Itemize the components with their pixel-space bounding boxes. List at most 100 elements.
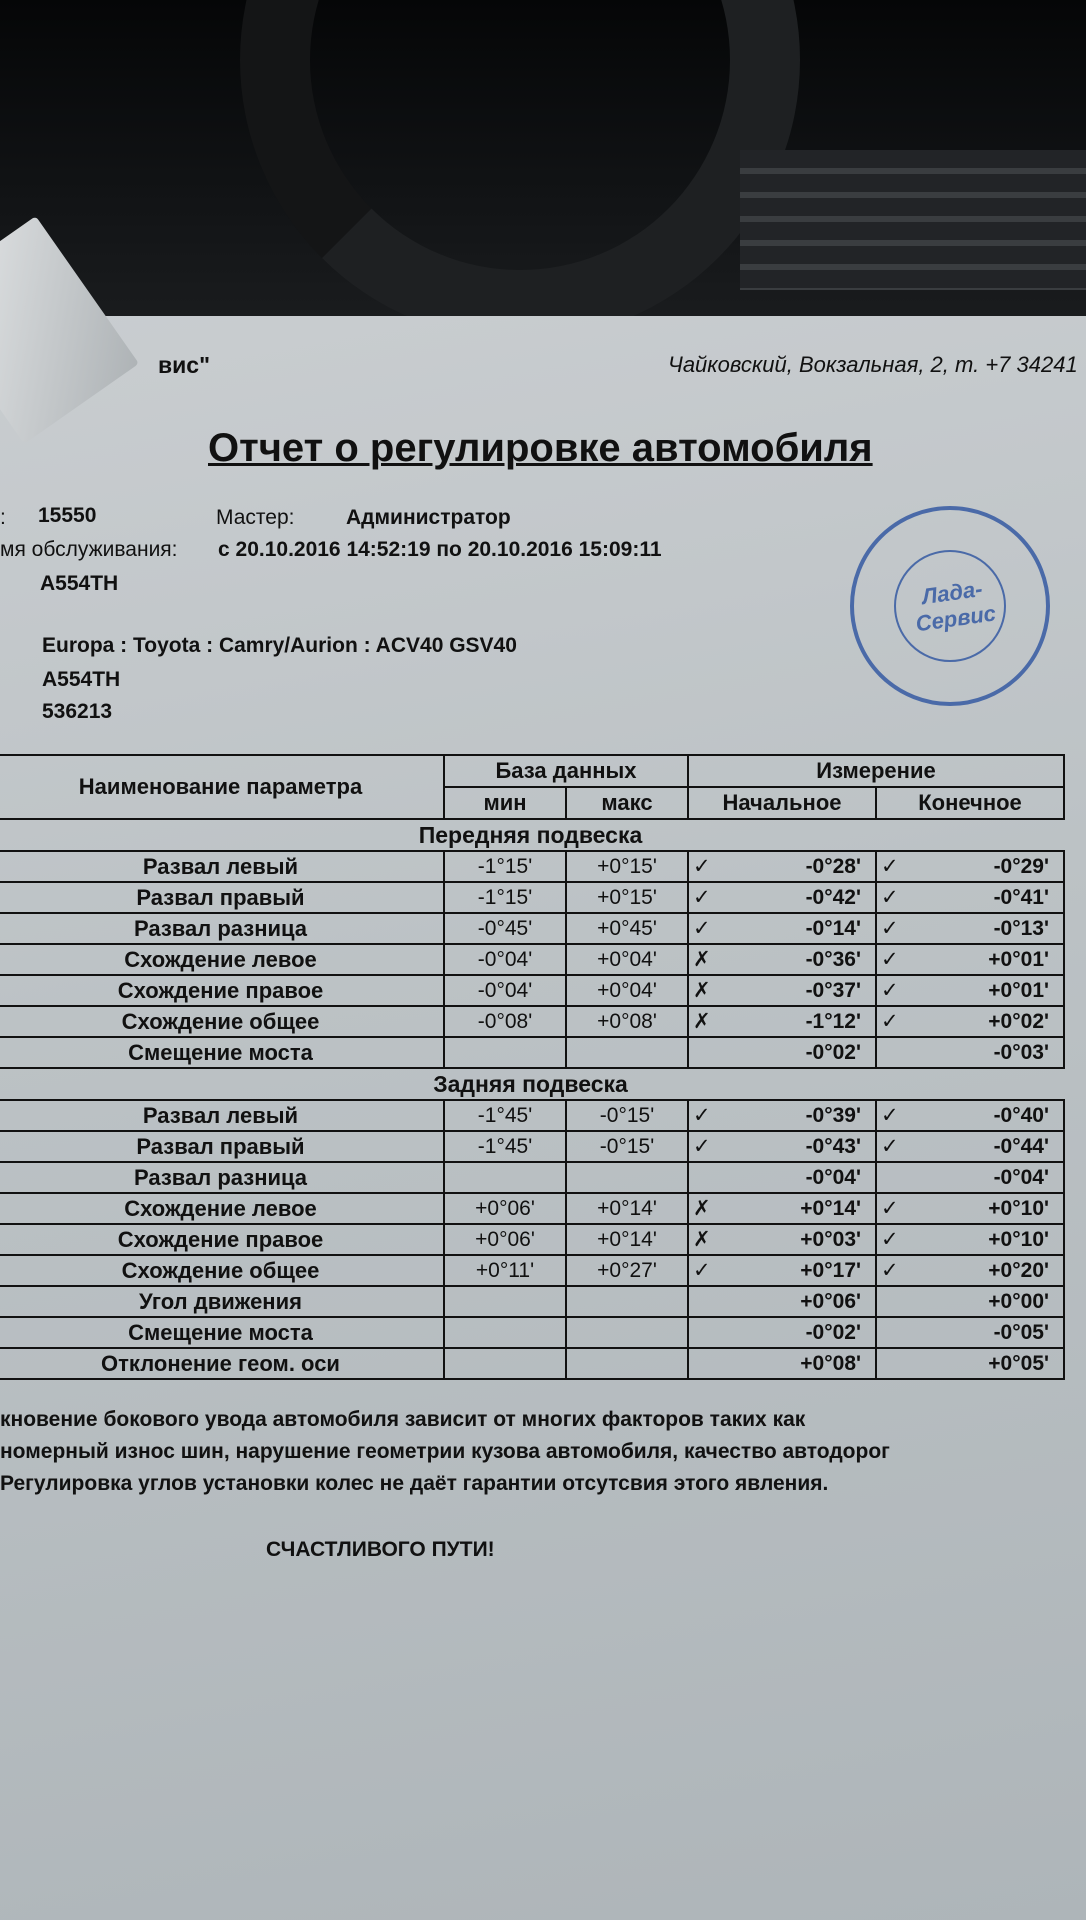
max-value: +0°45' xyxy=(565,912,689,945)
initial-status-icon: ✓ xyxy=(687,1254,720,1287)
stamp-inner-ring xyxy=(894,550,1006,662)
final-value: -0°05' xyxy=(908,1316,1065,1349)
min-value: +0°06' xyxy=(443,1223,567,1256)
table-row: Смещение моста -0°02' -0°03' xyxy=(0,1036,1065,1069)
param-name: Смещение моста xyxy=(0,1036,445,1069)
initial-status-icon: ✗ xyxy=(687,1192,720,1225)
param-name: Схождение общее xyxy=(0,1005,445,1038)
mileage: 536213 xyxy=(42,700,113,723)
table-row: Схождение левое -0°04' +0°04' ✗ -0°36' ✓ +0°01… xyxy=(0,943,1065,976)
final-value: -0°13' xyxy=(908,912,1065,945)
table-row: Схождение общее +0°11' +0°27' ✓ +0°17' ✓ +0°20… xyxy=(0,1254,1065,1287)
max-value xyxy=(565,1316,689,1349)
vehicle-model: Europa : Toyota : Camry/Aurion : ACV40 G… xyxy=(42,634,517,657)
col-max-header: макс xyxy=(565,786,689,820)
max-value: +0°14' xyxy=(565,1223,689,1256)
report-sheet: вис" Чайковский, Вокзальная, 2, т. +7 34… xyxy=(0,316,1086,1920)
final-status-icon xyxy=(875,1316,908,1349)
initial-status-icon xyxy=(687,1316,720,1349)
initial-value: -0°14' xyxy=(720,912,877,945)
table-row: Развал левый -1°45' -0°15' ✓ -0°39' ✓ -0°40' xyxy=(0,1099,1065,1132)
initial-status-icon: ✓ xyxy=(687,881,720,914)
min-value: +0°06' xyxy=(443,1192,567,1225)
param-name: Схождение левое xyxy=(0,1192,445,1225)
table-row: Схождение левое +0°06' +0°14' ✗ +0°14' ✓ +0°10… xyxy=(0,1192,1065,1225)
initial-value: -0°04' xyxy=(720,1161,877,1194)
param-name: Схождение общее xyxy=(0,1254,445,1287)
initial-value: +0°03' xyxy=(720,1223,877,1256)
max-value: +0°04' xyxy=(565,974,689,1007)
param-name: Схождение правое xyxy=(0,1223,445,1256)
min-value: -0°04' xyxy=(443,943,567,976)
max-value: -0°15' xyxy=(565,1099,689,1132)
table-row: Схождение правое +0°06' +0°14' ✗ +0°03' ✓ +0°1… xyxy=(0,1223,1065,1256)
final-status-icon: ✓ xyxy=(875,1192,908,1225)
initial-status-icon xyxy=(687,1161,720,1194)
initial-value: -0°37' xyxy=(720,974,877,1007)
table-row: Развал левый -1°15' +0°15' ✓ -0°28' ✓ -0°29' xyxy=(0,850,1065,883)
farewell: СЧАСТЛИВОГО ПУТИ! xyxy=(266,1538,495,1561)
initial-status-icon: ✗ xyxy=(687,1005,720,1038)
service-time-label: мя обслуживания: xyxy=(0,538,178,561)
max-value xyxy=(565,1347,689,1380)
min-value: -0°45' xyxy=(443,912,567,945)
initial-status-icon xyxy=(687,1347,720,1380)
col-min-header: мин xyxy=(443,786,567,820)
table-row: Схождение правое -0°04' +0°04' ✗ -0°37' ✓ +0°0… xyxy=(0,974,1065,1007)
final-value: +0°20' xyxy=(908,1254,1065,1287)
order-label: : xyxy=(0,506,6,529)
col-name-header: Наименование параметра xyxy=(0,754,445,820)
col-final-header: Конечное xyxy=(875,786,1065,820)
section-title: Задняя подвеска xyxy=(433,1070,628,1097)
max-value: +0°27' xyxy=(565,1254,689,1287)
page-title: Отчет о регулировке автомобиля xyxy=(208,426,873,470)
table-row: Развал разница -0°04' -0°04' xyxy=(0,1161,1065,1194)
initial-value: -0°28' xyxy=(720,850,877,883)
min-value: -1°45' xyxy=(443,1099,567,1132)
car-dashboard-background xyxy=(0,0,1086,340)
steering-wheel xyxy=(240,0,800,340)
max-value xyxy=(565,1285,689,1318)
initial-status-icon: ✓ xyxy=(687,912,720,945)
param-name: Отклонение геом. оси xyxy=(0,1347,445,1380)
final-status-icon: ✓ xyxy=(875,974,908,1007)
final-value: +0°01' xyxy=(908,974,1065,1007)
table-row: Смещение моста -0°02' -0°05' xyxy=(0,1316,1065,1349)
param-name: Схождение правое xyxy=(0,974,445,1007)
final-status-icon: ✓ xyxy=(875,1099,908,1132)
min-value xyxy=(443,1316,567,1349)
final-status-icon: ✓ xyxy=(875,1254,908,1287)
param-name: Развал левый xyxy=(0,1099,445,1132)
table-row: Отклонение геом. оси +0°08' +0°05' xyxy=(0,1347,1065,1380)
initial-status-icon: ✓ xyxy=(687,850,720,883)
max-value: +0°14' xyxy=(565,1192,689,1225)
max-value: +0°15' xyxy=(565,881,689,914)
min-value: -0°08' xyxy=(443,1005,567,1038)
min-value xyxy=(443,1161,567,1194)
table-row: Развал разница -0°45' +0°45' ✓ -0°14' ✓ -0°13' xyxy=(0,912,1065,945)
final-status-icon xyxy=(875,1161,908,1194)
max-value: +0°08' xyxy=(565,1005,689,1038)
param-name: Схождение левое xyxy=(0,943,445,976)
initial-status-icon: ✗ xyxy=(687,943,720,976)
final-value: +0°10' xyxy=(908,1192,1065,1225)
air-vent xyxy=(740,150,1086,290)
footer-line-2: номерный износ шин, нарушение геометрии … xyxy=(0,1440,890,1463)
max-value: +0°15' xyxy=(565,850,689,883)
company-name: вис" xyxy=(158,352,210,378)
min-value xyxy=(443,1036,567,1069)
param-name: Развал правый xyxy=(0,881,445,914)
final-value: -0°40' xyxy=(908,1099,1065,1132)
final-value: +0°00' xyxy=(908,1285,1065,1318)
final-value: +0°05' xyxy=(908,1347,1065,1380)
param-name: Смещение моста xyxy=(0,1316,445,1349)
min-value: -1°45' xyxy=(443,1130,567,1163)
master-label: Мастер: xyxy=(216,506,295,529)
section-title: Передняя подвеска xyxy=(418,821,643,848)
min-value xyxy=(443,1347,567,1380)
footer-line-1: кновение бокового увода автомобиля завис… xyxy=(0,1408,806,1431)
footer-line-3: Регулировка углов установки колес не даё… xyxy=(0,1472,829,1495)
company-stamp: Лада- Сервис xyxy=(850,506,1050,706)
table-row: Схождение общее -0°08' +0°08' ✗ -1°12' ✓ +0°02… xyxy=(0,1005,1065,1038)
initial-status-icon xyxy=(687,1285,720,1318)
